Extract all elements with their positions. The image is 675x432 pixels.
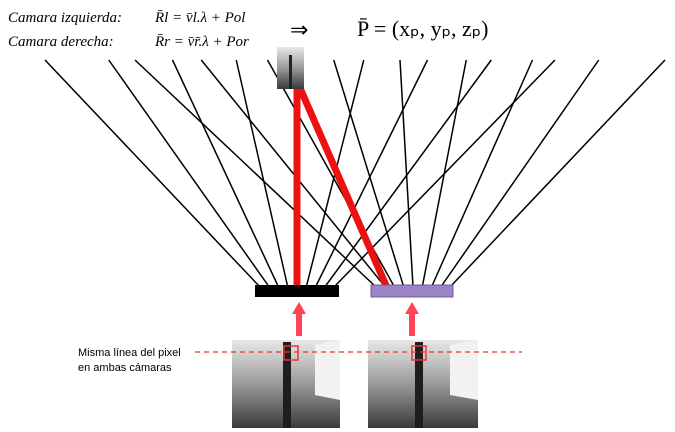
right-ray — [422, 60, 466, 287]
left-equation: R̄l = v̄l.λ + Pol — [154, 10, 245, 26]
stereo-diagram: Camara izquierda: R̄l = v̄l.λ + Pol Cama… — [0, 0, 675, 432]
right-ray — [201, 60, 385, 287]
annotation-line1: Misma línea del pixel — [78, 347, 181, 359]
left-camera — [255, 285, 339, 297]
left-ray — [45, 60, 260, 287]
right-equation: R̄r = v̄r̄.λ + Por — [154, 34, 249, 50]
implies: ⇒ — [290, 17, 308, 42]
right-camera — [371, 285, 453, 297]
thumbnail — [277, 47, 304, 89]
left-ray — [325, 60, 492, 287]
right-image — [368, 340, 478, 428]
arrows — [292, 302, 419, 336]
left-image — [232, 340, 340, 428]
right-label: Camara derecha: — [8, 34, 114, 50]
annotation-line2: en ambas cámaras — [78, 362, 172, 374]
rays — [45, 60, 665, 287]
point-equation: P̄ = (xₚ, yₚ, zₚ) — [357, 16, 489, 41]
left-label: Camara izquierda: — [8, 10, 122, 26]
right-ray — [441, 60, 599, 287]
